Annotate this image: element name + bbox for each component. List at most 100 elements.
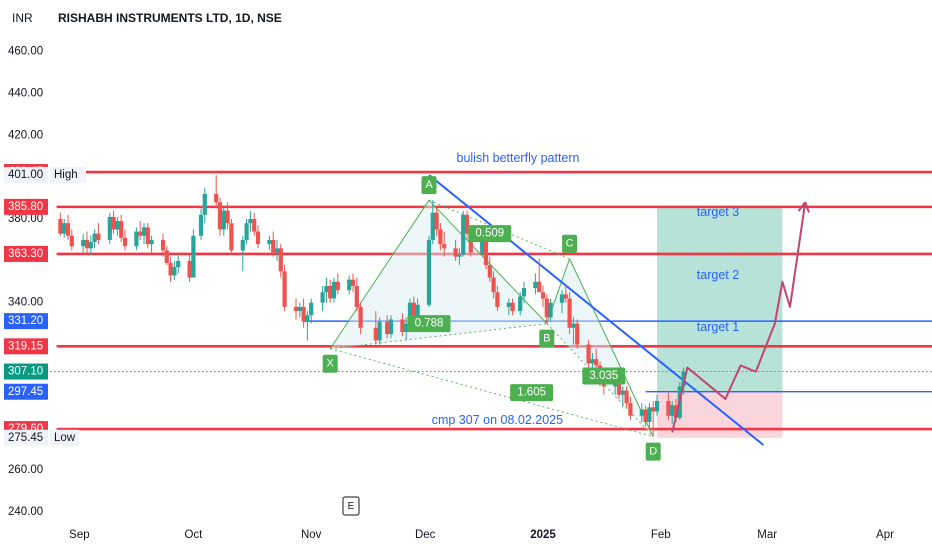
candle[interactable] <box>252 212 257 236</box>
candle[interactable] <box>168 256 173 282</box>
candle[interactable] <box>670 401 675 425</box>
candle[interactable] <box>400 313 405 337</box>
candle[interactable] <box>297 302 302 318</box>
candle[interactable] <box>647 403 652 429</box>
candle[interactable] <box>84 231 90 253</box>
candle[interactable] <box>248 210 253 232</box>
candle[interactable] <box>81 233 86 253</box>
candle[interactable] <box>198 208 204 240</box>
candle[interactable] <box>187 254 192 282</box>
candle[interactable] <box>453 239 458 261</box>
candle[interactable] <box>92 229 97 249</box>
candle[interactable] <box>571 317 576 345</box>
candle[interactable] <box>278 244 283 278</box>
candle[interactable] <box>164 246 169 266</box>
candle[interactable] <box>244 219 249 245</box>
candle[interactable] <box>639 403 644 422</box>
candle[interactable] <box>491 271 496 299</box>
candle[interactable] <box>559 290 565 314</box>
candle[interactable] <box>651 401 656 437</box>
candle[interactable] <box>521 281 527 303</box>
candle[interactable] <box>518 292 523 316</box>
candle[interactable] <box>214 175 219 209</box>
candle[interactable] <box>537 258 542 293</box>
candle[interactable] <box>328 279 333 303</box>
candle[interactable] <box>202 187 207 224</box>
candle[interactable] <box>620 386 625 408</box>
candle[interactable] <box>442 231 447 257</box>
candle[interactable] <box>160 233 166 257</box>
candle[interactable] <box>461 210 466 257</box>
candle[interactable] <box>172 260 177 280</box>
candle[interactable] <box>487 256 492 282</box>
candle[interactable] <box>430 200 435 245</box>
candle[interactable] <box>544 294 549 324</box>
candle[interactable] <box>586 340 591 370</box>
candle[interactable] <box>533 273 538 295</box>
candle[interactable] <box>506 298 511 316</box>
candle[interactable] <box>122 229 128 251</box>
candle[interactable] <box>373 311 378 345</box>
candle[interactable] <box>145 223 150 249</box>
candle[interactable] <box>643 405 648 427</box>
candle[interactable] <box>434 208 439 236</box>
candle[interactable] <box>58 212 63 236</box>
candle[interactable] <box>563 283 568 303</box>
candle[interactable] <box>107 212 112 245</box>
candle[interactable] <box>654 394 660 416</box>
candle[interactable] <box>305 311 310 341</box>
candle[interactable] <box>628 396 633 420</box>
candle[interactable] <box>510 298 515 316</box>
candle[interactable] <box>354 277 359 312</box>
candle[interactable] <box>240 235 245 272</box>
candle[interactable] <box>274 239 280 261</box>
candle[interactable] <box>88 235 93 255</box>
candle[interactable] <box>426 235 432 307</box>
candle[interactable] <box>138 221 143 240</box>
candle[interactable] <box>320 285 325 312</box>
candle[interactable] <box>666 392 671 420</box>
candle[interactable] <box>191 229 196 278</box>
candle[interactable] <box>96 223 101 245</box>
candle[interactable] <box>575 319 580 349</box>
candle[interactable] <box>567 292 572 335</box>
candle[interactable] <box>624 386 629 408</box>
e-button[interactable]: E <box>342 496 360 516</box>
candle[interactable] <box>464 210 470 240</box>
candle[interactable] <box>271 231 276 257</box>
candle[interactable] <box>335 273 340 295</box>
candle[interactable] <box>385 315 390 339</box>
candle[interactable] <box>301 298 306 328</box>
candle[interactable] <box>347 275 352 295</box>
candle[interactable] <box>293 298 299 320</box>
candle[interactable] <box>282 265 287 312</box>
candle[interactable] <box>309 298 314 324</box>
candle[interactable] <box>115 216 120 236</box>
candle[interactable] <box>350 273 356 293</box>
candle[interactable] <box>65 214 71 240</box>
candle[interactable] <box>457 248 462 266</box>
candle[interactable] <box>141 223 147 245</box>
candle[interactable] <box>438 223 443 251</box>
candle[interactable] <box>324 277 329 303</box>
candle[interactable] <box>111 210 116 234</box>
candle[interactable] <box>388 315 394 339</box>
candle[interactable] <box>62 219 67 238</box>
candle[interactable] <box>331 277 337 303</box>
candle[interactable] <box>229 219 234 255</box>
candle[interactable] <box>404 317 409 341</box>
candle[interactable] <box>255 225 261 249</box>
candle[interactable] <box>540 285 546 307</box>
candle[interactable] <box>548 298 553 322</box>
candle[interactable] <box>69 229 74 251</box>
candle[interactable] <box>358 302 363 335</box>
candle[interactable] <box>221 206 226 236</box>
candle[interactable] <box>149 235 154 253</box>
candle[interactable] <box>225 202 230 230</box>
candle[interactable] <box>217 198 223 236</box>
candle[interactable] <box>176 254 181 274</box>
candle[interactable] <box>377 317 382 345</box>
candle[interactable] <box>119 214 124 243</box>
candle[interactable] <box>134 227 139 251</box>
